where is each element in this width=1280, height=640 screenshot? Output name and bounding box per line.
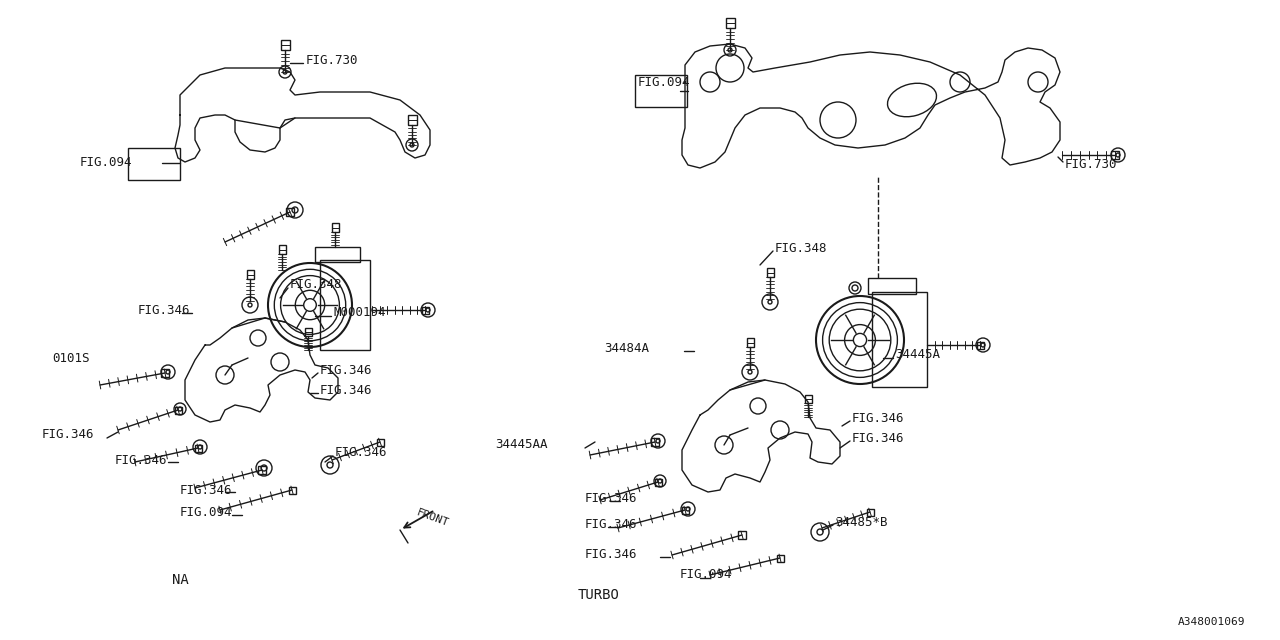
- Bar: [259, 466, 266, 474]
- Bar: [654, 479, 662, 486]
- Bar: [376, 438, 384, 445]
- Text: FIG.346: FIG.346: [115, 454, 168, 467]
- Bar: [867, 509, 873, 515]
- Bar: [872, 292, 927, 387]
- Bar: [285, 208, 294, 216]
- Bar: [247, 270, 253, 279]
- Text: FIG.346: FIG.346: [585, 492, 637, 504]
- Text: FIG.346: FIG.346: [138, 303, 191, 317]
- Text: FIG.094: FIG.094: [637, 77, 690, 90]
- Bar: [320, 260, 370, 350]
- Text: M000194: M000194: [333, 307, 385, 319]
- Text: FIG.346: FIG.346: [852, 412, 905, 424]
- Bar: [739, 531, 746, 539]
- Text: FIG.348: FIG.348: [774, 241, 827, 255]
- Bar: [174, 406, 182, 413]
- Bar: [421, 307, 429, 314]
- Text: 34485*B: 34485*B: [835, 515, 887, 529]
- Text: FIG.730: FIG.730: [1065, 159, 1117, 172]
- Text: NA: NA: [172, 573, 188, 587]
- Bar: [767, 268, 773, 277]
- Bar: [681, 506, 689, 513]
- Text: FIG.346: FIG.346: [180, 483, 233, 497]
- Text: TURBO: TURBO: [579, 588, 620, 602]
- Text: FIG.346: FIG.346: [42, 429, 95, 442]
- Text: FRONT: FRONT: [415, 508, 451, 529]
- Bar: [161, 369, 169, 377]
- Bar: [868, 278, 916, 294]
- Bar: [407, 115, 416, 125]
- Bar: [315, 247, 360, 262]
- Bar: [805, 395, 812, 403]
- Bar: [777, 554, 783, 561]
- Bar: [746, 338, 754, 347]
- Text: FIG.730: FIG.730: [306, 54, 358, 67]
- Text: A348001069: A348001069: [1178, 617, 1245, 627]
- Text: FIG.094: FIG.094: [79, 157, 133, 170]
- Bar: [1111, 151, 1119, 159]
- Bar: [305, 328, 311, 336]
- Bar: [726, 18, 735, 28]
- Text: FIG.346: FIG.346: [852, 431, 905, 445]
- Bar: [280, 40, 289, 50]
- Bar: [977, 342, 983, 349]
- Bar: [279, 245, 285, 254]
- Text: 34445AA: 34445AA: [495, 438, 548, 451]
- Bar: [635, 75, 687, 107]
- Text: 34445A: 34445A: [895, 349, 940, 362]
- Text: FIG.346: FIG.346: [585, 547, 637, 561]
- Text: FIG.348: FIG.348: [291, 278, 343, 291]
- Text: FIG.094: FIG.094: [180, 506, 233, 518]
- Text: 34484A: 34484A: [604, 342, 649, 355]
- Text: FIG.346: FIG.346: [320, 364, 372, 376]
- Text: FIG.346: FIG.346: [335, 447, 388, 460]
- Bar: [288, 486, 296, 493]
- Bar: [332, 223, 338, 232]
- Text: FIG.094: FIG.094: [680, 568, 732, 582]
- Bar: [195, 445, 201, 451]
- Bar: [652, 438, 659, 446]
- Text: 0101S: 0101S: [52, 351, 90, 365]
- Bar: [128, 148, 180, 180]
- Text: FIG.346: FIG.346: [585, 518, 637, 531]
- Text: FIG.346: FIG.346: [320, 383, 372, 397]
